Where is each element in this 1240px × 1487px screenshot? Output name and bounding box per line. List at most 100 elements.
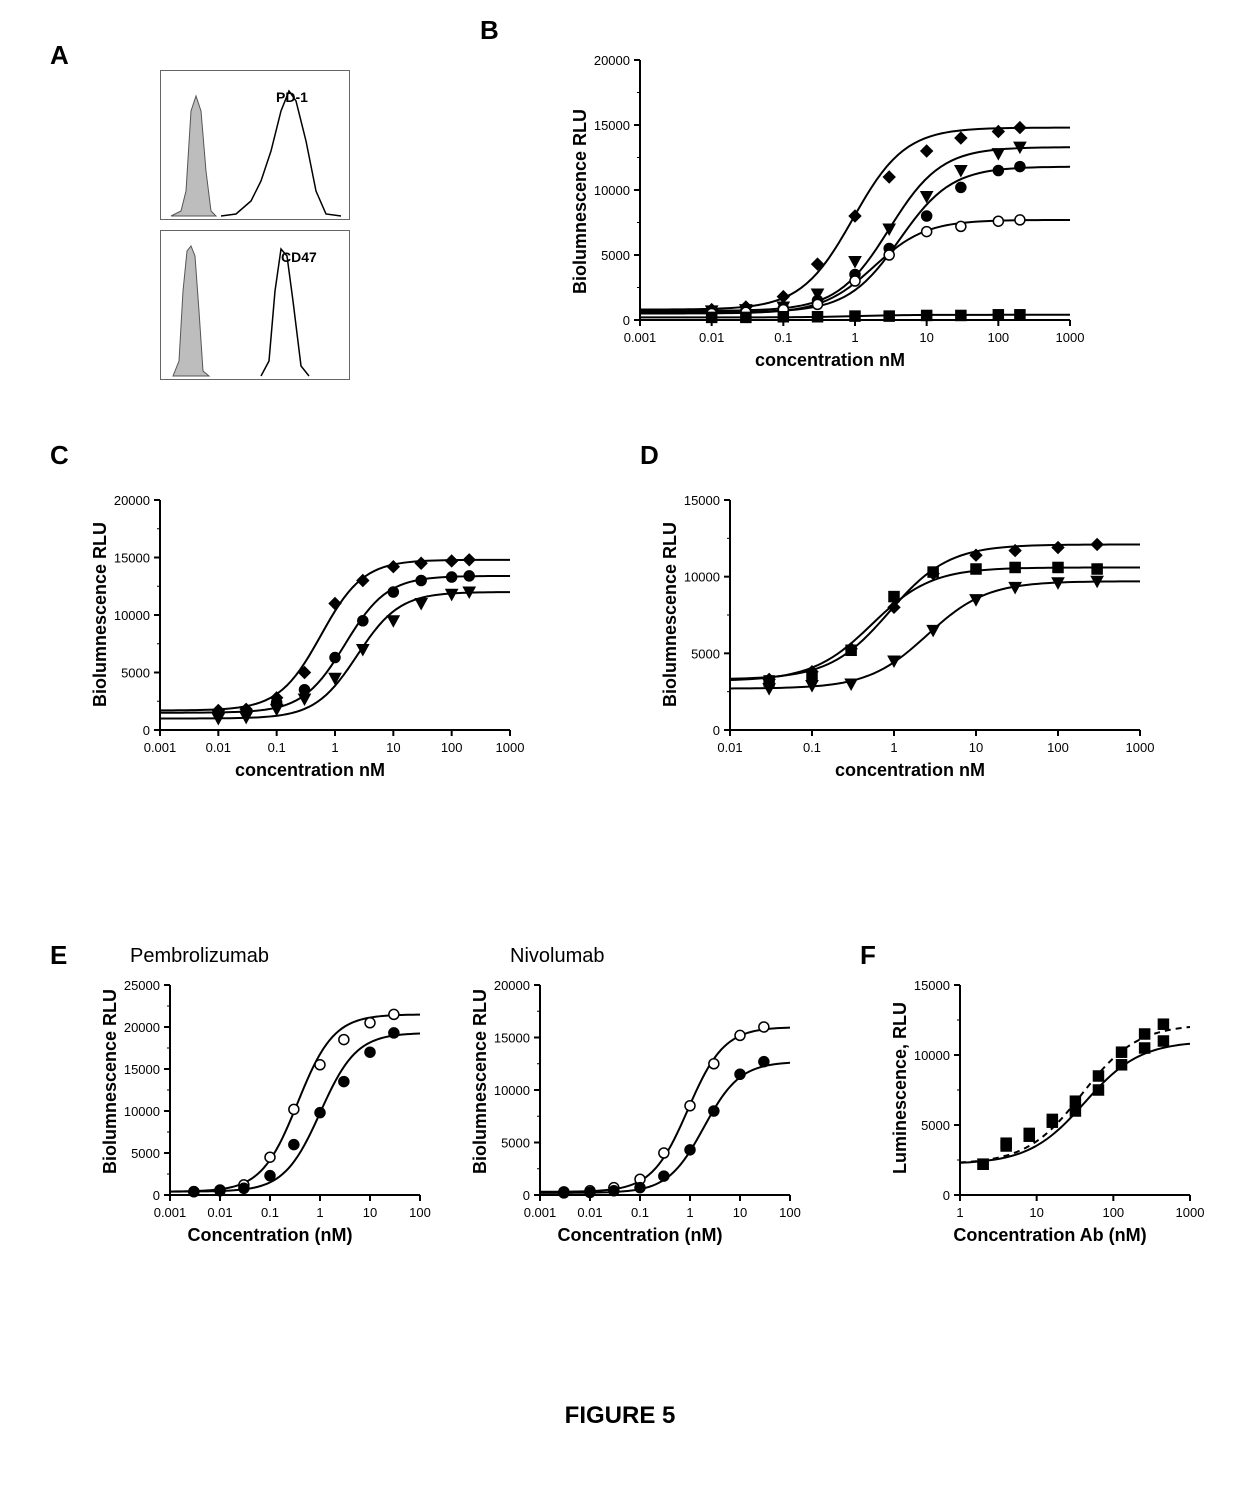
svg-text:15000: 15000: [114, 551, 150, 566]
svg-text:15000: 15000: [124, 1062, 160, 1077]
hist-cd47-label: CD47: [281, 249, 317, 265]
svg-text:1: 1: [686, 1205, 693, 1220]
xlabel: Concentration (nM): [110, 1225, 430, 1246]
xlabel: Concentration Ab (nM): [900, 1225, 1200, 1246]
svg-text:10000: 10000: [114, 608, 150, 623]
panel-B: B 050001000015000200000.0010.010.1110100…: [520, 20, 1100, 440]
svg-text:0: 0: [623, 313, 630, 328]
panel-E: E Pembrolizumab Nivolumab 05000100001500…: [50, 940, 830, 1320]
svg-text:100: 100: [987, 330, 1009, 345]
svg-text:20000: 20000: [494, 978, 530, 993]
svg-text:20000: 20000: [594, 53, 630, 68]
chart-E2: 050001000015000200000.0010.010.1110100Bi…: [480, 975, 800, 1255]
svg-text:20000: 20000: [114, 493, 150, 508]
svg-text:1000: 1000: [1056, 330, 1085, 345]
svg-text:0.001: 0.001: [154, 1205, 187, 1220]
hist-pd1-svg: [161, 71, 351, 221]
svg-text:10: 10: [363, 1205, 377, 1220]
panel-A-label: A: [50, 40, 69, 71]
svg-text:5000: 5000: [131, 1146, 160, 1161]
svg-text:1000: 1000: [496, 740, 525, 755]
hist-pd1-label: PD-1: [276, 89, 308, 105]
panel-D-label: D: [640, 440, 659, 471]
svg-text:1: 1: [890, 740, 897, 755]
svg-text:1: 1: [956, 1205, 963, 1220]
svg-text:5000: 5000: [921, 1118, 950, 1133]
panel-E-title-1: Pembrolizumab: [130, 945, 269, 968]
ylabel: Biolumnescence RLU: [100, 989, 121, 1174]
panel-C-label: C: [50, 440, 69, 471]
svg-text:0.01: 0.01: [699, 330, 724, 345]
svg-text:0: 0: [153, 1188, 160, 1203]
svg-text:0.01: 0.01: [717, 740, 742, 755]
xlabel: concentration nM: [100, 760, 520, 781]
svg-text:15000: 15000: [494, 1031, 530, 1046]
svg-text:0.01: 0.01: [206, 740, 231, 755]
svg-text:0.1: 0.1: [631, 1205, 649, 1220]
svg-text:100: 100: [441, 740, 463, 755]
panel-C: C 050001000015000200000.0010.010.1110100…: [50, 470, 550, 850]
svg-text:1: 1: [331, 740, 338, 755]
chart-B: 050001000015000200000.0010.010.111010010…: [580, 50, 1080, 380]
svg-text:15000: 15000: [594, 118, 630, 133]
svg-text:5000: 5000: [501, 1136, 530, 1151]
svg-text:10000: 10000: [494, 1083, 530, 1098]
histogram-pd1: PD-1: [160, 70, 350, 220]
panel-D: D 0500010000150000.010.11101001000Biolum…: [610, 470, 1170, 850]
panel-F: F 0500010000150001101001000Luminescence,…: [850, 940, 1210, 1320]
figure-caption: FIGURE 5: [20, 1402, 1220, 1430]
svg-text:100: 100: [1102, 1205, 1124, 1220]
svg-text:100: 100: [779, 1205, 801, 1220]
svg-text:0.01: 0.01: [577, 1205, 602, 1220]
chart-E1: 05000100001500020000250000.0010.010.1110…: [110, 975, 430, 1255]
ylabel: Luminescence, RLU: [890, 1002, 911, 1174]
svg-text:0: 0: [143, 723, 150, 738]
svg-text:5000: 5000: [691, 646, 720, 661]
svg-text:10000: 10000: [124, 1104, 160, 1119]
svg-text:1000: 1000: [1176, 1205, 1205, 1220]
histogram-cd47: CD47: [160, 230, 350, 380]
chart-D: 0500010000150000.010.11101001000Biolumne…: [670, 490, 1150, 790]
figure: A PD-1 CD47 B 050001000015000200000.0010…: [20, 20, 1220, 1440]
svg-text:10: 10: [969, 740, 983, 755]
svg-text:0.001: 0.001: [144, 740, 177, 755]
svg-text:10: 10: [733, 1205, 747, 1220]
svg-text:10: 10: [919, 330, 933, 345]
svg-text:5000: 5000: [601, 248, 630, 263]
ylabel: Biolumnescence RLU: [470, 989, 491, 1174]
svg-text:10000: 10000: [684, 570, 720, 585]
chart-F: 0500010000150001101001000Luminescence, R…: [900, 975, 1200, 1255]
chart-svg: 050001000015000200000.0010.010.111010010…: [100, 490, 520, 790]
svg-text:0: 0: [523, 1188, 530, 1203]
svg-text:0.1: 0.1: [774, 330, 792, 345]
hist-cd47-svg: [161, 231, 351, 381]
chart-svg: 0500010000150001101001000: [900, 975, 1200, 1255]
ylabel: Biolumnescence RLU: [660, 522, 681, 707]
svg-text:15000: 15000: [914, 978, 950, 993]
svg-text:1: 1: [851, 330, 858, 345]
svg-text:1000: 1000: [1126, 740, 1155, 755]
svg-text:100: 100: [409, 1205, 431, 1220]
svg-text:10000: 10000: [594, 183, 630, 198]
panel-F-label: F: [860, 940, 876, 971]
chart-svg: 050001000015000200000.0010.010.111010010…: [580, 50, 1080, 380]
svg-text:0.001: 0.001: [524, 1205, 557, 1220]
xlabel: Concentration (nM): [480, 1225, 800, 1246]
svg-text:0.1: 0.1: [268, 740, 286, 755]
ylabel: Biolumnescence RLU: [570, 109, 591, 294]
chart-svg: 05000100001500020000250000.0010.010.1110…: [110, 975, 430, 1255]
svg-text:0: 0: [713, 723, 720, 738]
panel-A: A PD-1 CD47: [50, 30, 350, 400]
svg-text:20000: 20000: [124, 1020, 160, 1035]
xlabel: concentration nM: [670, 760, 1150, 781]
svg-text:5000: 5000: [121, 666, 150, 681]
svg-text:1: 1: [316, 1205, 323, 1220]
svg-text:0.001: 0.001: [624, 330, 657, 345]
svg-text:25000: 25000: [124, 978, 160, 993]
svg-text:10: 10: [386, 740, 400, 755]
svg-text:10000: 10000: [914, 1048, 950, 1063]
svg-text:0.01: 0.01: [207, 1205, 232, 1220]
panel-B-label: B: [480, 15, 499, 46]
svg-text:15000: 15000: [684, 493, 720, 508]
panel-E-label: E: [50, 940, 67, 971]
